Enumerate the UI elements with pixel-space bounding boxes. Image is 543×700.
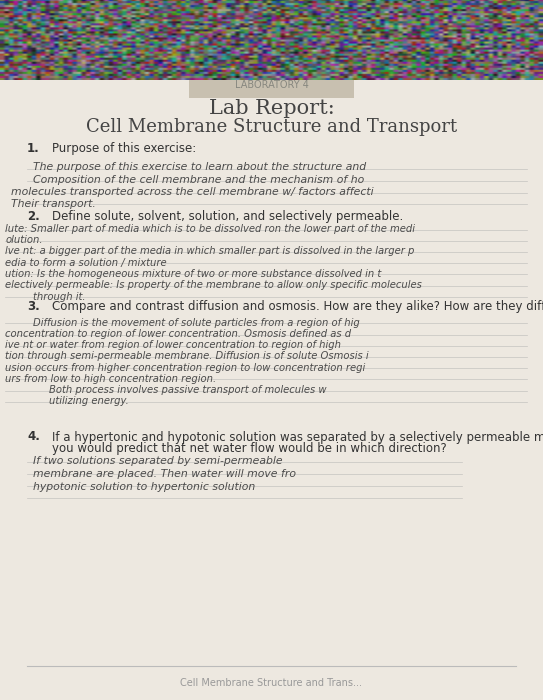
Text: Diffusion is the movement of solute particles from a region of hig: Diffusion is the movement of solute part… [33,318,359,328]
Text: hypotonic solution to hypertonic solution: hypotonic solution to hypertonic solutio… [33,482,255,491]
Text: The purpose of this exercise to learn about the structure and: The purpose of this exercise to learn ab… [33,162,365,172]
Text: 2.: 2. [27,210,40,223]
Text: concentration to region of lower concentration. Osmosis defined as d: concentration to region of lower concent… [5,329,351,339]
Text: If a hypertonic and hypotonic solution was separated by a selectively permeable : If a hypertonic and hypotonic solution w… [52,430,543,444]
Text: usion occurs from higher concentration region to low concentration regi: usion occurs from higher concentration r… [5,363,365,372]
Text: lute: Smaller part of media which is to be dissolved ron the lower part of the m: lute: Smaller part of media which is to … [5,224,415,234]
FancyBboxPatch shape [189,73,354,98]
Text: Cell Membrane Structure and Transport: Cell Membrane Structure and Transport [86,118,457,136]
Text: Define solute, solvent, solution, and selectively permeable.: Define solute, solvent, solution, and se… [52,210,403,223]
Text: Both process involves passive transport of molecules w: Both process involves passive transport … [49,385,326,395]
Text: tion through semi-permeable membrane. Diffusion is of solute Osmosis i: tion through semi-permeable membrane. Di… [5,351,369,361]
Text: electively permeable: Is property of the membrane to allow only specific molecul: electively permeable: Is property of the… [5,280,422,290]
Text: Cell Membrane Structure and Trans...: Cell Membrane Structure and Trans... [180,678,363,687]
Text: 3.: 3. [27,300,40,314]
Text: edia to form a solution / mixture: edia to form a solution / mixture [5,258,167,267]
Text: ution: Is the homogeneous mixture of two or more substance dissolved in t: ution: Is the homogeneous mixture of two… [5,269,382,279]
Text: lve nt: a bigger part of the media in which smaller part is dissolved in the lar: lve nt: a bigger part of the media in wh… [5,246,415,256]
Text: olution.: olution. [5,235,43,245]
Text: ive nt or water from region of lower concentration to region of high: ive nt or water from region of lower con… [5,340,342,350]
Text: If two solutions separated by semi-permeable: If two solutions separated by semi-perme… [33,456,282,466]
Text: Their transport.: Their transport. [11,199,96,209]
Text: through it.: through it. [33,292,85,302]
Text: urs from low to high concentration region.: urs from low to high concentration regio… [5,374,217,384]
Text: LABORATORY 4: LABORATORY 4 [235,80,308,90]
Text: Purpose of this exercise:: Purpose of this exercise: [52,142,196,155]
Text: Composition of the cell membrane and the mechanism of ho: Composition of the cell membrane and the… [33,175,364,185]
Text: Lab Report:: Lab Report: [209,99,334,118]
Text: you would predict that net water flow would be in which direction?: you would predict that net water flow wo… [52,442,446,456]
Text: molecules transported across the cell membrane w/ factors affecti: molecules transported across the cell me… [11,187,374,197]
Text: 4.: 4. [27,430,40,444]
Text: 1.: 1. [27,142,40,155]
Text: utilizing energy.: utilizing energy. [49,396,129,406]
Text: membrane are placed. Then water will move fro: membrane are placed. Then water will mov… [33,469,295,479]
Text: Compare and contrast diffusion and osmosis. How are they alike? How are they dif: Compare and contrast diffusion and osmos… [52,300,543,314]
